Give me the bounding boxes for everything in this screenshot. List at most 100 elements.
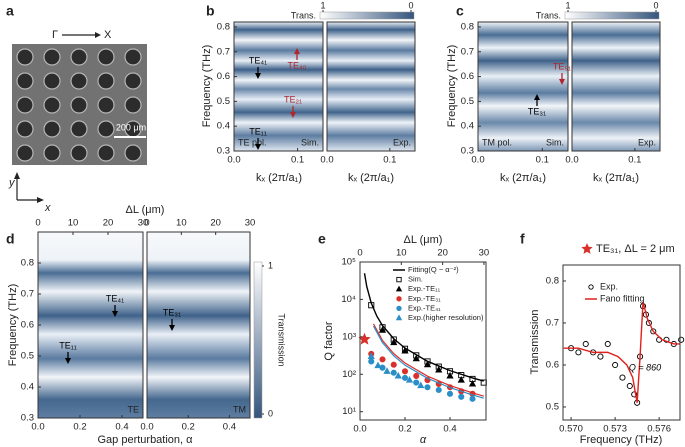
- x-tick-label: 10: [68, 218, 79, 229]
- hole: [16, 72, 34, 90]
- subplot-label: Exp.: [638, 137, 656, 147]
- marker-triangle: [457, 376, 465, 383]
- y-tick-label: 0.8: [461, 21, 474, 32]
- x-tick-label: 0.0: [353, 424, 366, 435]
- marker-circle: [575, 349, 582, 356]
- arrow-head: [534, 94, 540, 100]
- marker-triangle: [423, 360, 432, 368]
- arrow-head: [559, 79, 565, 85]
- x-tick-label: 10: [176, 218, 187, 229]
- axis-label: Transmission: [277, 313, 287, 366]
- marker-square: [368, 302, 375, 309]
- plot-frame: [359, 261, 487, 421]
- plot-frame: [571, 21, 661, 152]
- arrow-head: [169, 325, 175, 331]
- hole-array: [16, 48, 142, 162]
- annotation: TE₁₁: [249, 126, 267, 136]
- y-tick-label: 10¹: [342, 406, 356, 417]
- arrow-head: [65, 358, 71, 364]
- subplot-label: TM: [233, 404, 246, 414]
- plot-frame: [233, 21, 324, 152]
- colorbar: [253, 261, 263, 419]
- marker-circle: [446, 390, 454, 397]
- x-tick-label: 0.570: [559, 424, 583, 435]
- marker-circle: [379, 356, 386, 363]
- x-tick-label: 0.4: [115, 422, 128, 433]
- hole: [97, 120, 115, 138]
- x-tick-label: 0.576: [647, 424, 671, 435]
- x-tick-label: 0.1: [628, 155, 641, 166]
- chart-title: TE₃₁, ΔL = 2 μm: [596, 243, 675, 255]
- axis-label: kₓ (2π/a₁): [500, 172, 546, 184]
- axis-label: Transmission: [529, 310, 541, 375]
- colorbar-tick-label: 0: [268, 408, 273, 418]
- y-tick-label: 0.7: [546, 317, 559, 328]
- colorbar-tick-label: 0: [408, 0, 413, 10]
- hole: [97, 72, 115, 90]
- arrow-head: [112, 311, 118, 317]
- legend-marker: [396, 305, 402, 312]
- x-tick-label: 0.2: [182, 422, 195, 433]
- marker-circle: [597, 353, 604, 360]
- y-tick-label: 10⁵: [341, 257, 356, 268]
- colorbar: [319, 11, 415, 20]
- x-tick-label: 0: [357, 248, 362, 259]
- arrow-head: [290, 112, 296, 118]
- y-tick-label: 0.7: [21, 289, 34, 300]
- marker-circle: [413, 372, 420, 380]
- y-tick-label: 0.6: [461, 71, 474, 82]
- panel-label: f: [520, 231, 525, 247]
- marker-triangle: [383, 367, 391, 374]
- axis-x-label: x: [44, 202, 51, 214]
- arrow-head: [294, 48, 300, 54]
- arrow-head: [37, 197, 44, 203]
- marker-circle: [626, 382, 633, 390]
- plot-frame: [146, 231, 251, 419]
- colorbar-tick-label: 1: [268, 260, 273, 270]
- hole: [70, 120, 88, 138]
- heatmap-image: [478, 22, 568, 151]
- plot-frame: [562, 264, 681, 421]
- marker-circle: [401, 374, 409, 381]
- marker-triangle: [468, 379, 477, 387]
- marker-triangle: [417, 381, 425, 389]
- x-tick-label: 0: [144, 218, 149, 229]
- y-tick-label: 0.3: [21, 413, 34, 424]
- plot-area: [563, 265, 680, 420]
- subplot-label: Sim.: [301, 137, 319, 147]
- x-tick-label: 0: [35, 218, 40, 229]
- marker-circle: [582, 340, 589, 348]
- scale-bar-label: 200 μm: [116, 122, 146, 132]
- x-tick-label: 0.0: [471, 155, 484, 166]
- legend-label: Exp.-TE₃₁: [408, 294, 441, 303]
- marker-circle: [435, 386, 442, 394]
- y-tick-label: 0.6: [217, 71, 230, 82]
- axis-label: kₓ (2π/a₁): [593, 172, 639, 184]
- x-tick-label: 0.0: [320, 155, 333, 166]
- x-tick-label: 0.0: [565, 155, 578, 166]
- hole: [16, 96, 34, 114]
- marker-circle: [390, 361, 397, 368]
- annotation: TE₄₁: [249, 55, 267, 65]
- marker-triangle: [390, 338, 398, 346]
- y-tick-label: 0.4: [217, 121, 230, 132]
- data-line: [563, 301, 680, 403]
- heatmap-image: [327, 22, 415, 151]
- marker-triangle: [405, 376, 414, 383]
- marker-circle: [368, 358, 375, 365]
- plot-frame: [326, 21, 416, 152]
- annotation: TE₅₁: [553, 61, 571, 71]
- marker-triangle: [367, 352, 375, 359]
- x-tick-label: 0.0: [227, 155, 240, 166]
- x-tick-label: 10: [396, 248, 407, 259]
- axis-y-label: y: [8, 177, 16, 189]
- annotation: TE₁₁: [59, 340, 77, 350]
- marker-circle: [612, 361, 619, 369]
- x-tick-label: 0.1: [383, 155, 396, 166]
- x-tick-label: 0.573: [603, 424, 627, 435]
- hole: [124, 96, 142, 114]
- hole: [43, 120, 61, 138]
- colorbar-tick-label: 0: [653, 0, 658, 10]
